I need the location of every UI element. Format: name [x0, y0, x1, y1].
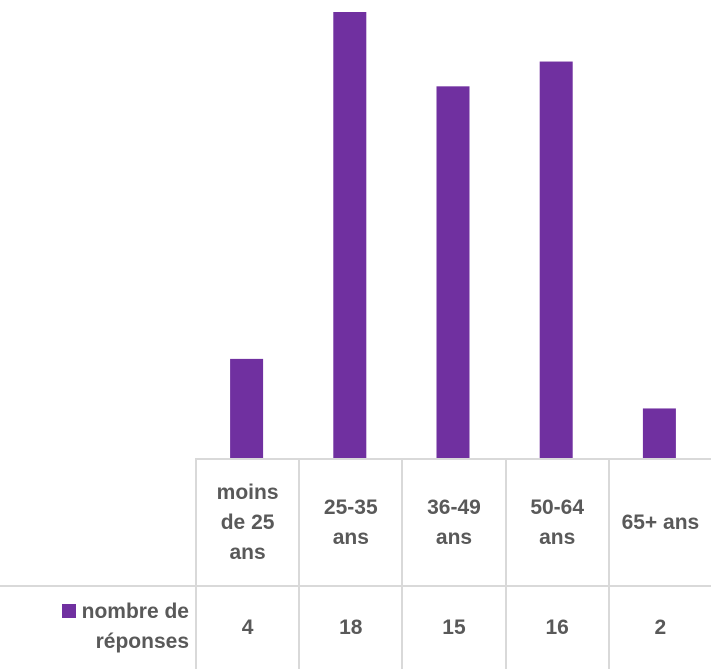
- category-label: 50-64 ans: [504, 458, 608, 585]
- legend: nombre de réponses: [0, 585, 195, 669]
- bar: [436, 86, 470, 458]
- legend-label: nombre de réponses: [81, 600, 189, 653]
- plot: [230, 12, 676, 458]
- category-label: 65+ ans: [607, 458, 711, 585]
- table-value: 18: [298, 585, 402, 669]
- category-label: 25-35 ans: [298, 458, 402, 585]
- bar: [230, 358, 264, 458]
- table-value: 15: [401, 585, 505, 669]
- category-label: 36-49 ans: [401, 458, 505, 585]
- category-label: moins de 25 ans: [195, 458, 299, 585]
- bar: [539, 61, 573, 458]
- bar: [642, 408, 676, 458]
- bar: [333, 12, 367, 458]
- table-value: 4: [195, 585, 299, 669]
- legend-swatch: [61, 604, 76, 618]
- table-value: 2: [607, 585, 711, 669]
- table-value: 16: [504, 585, 608, 669]
